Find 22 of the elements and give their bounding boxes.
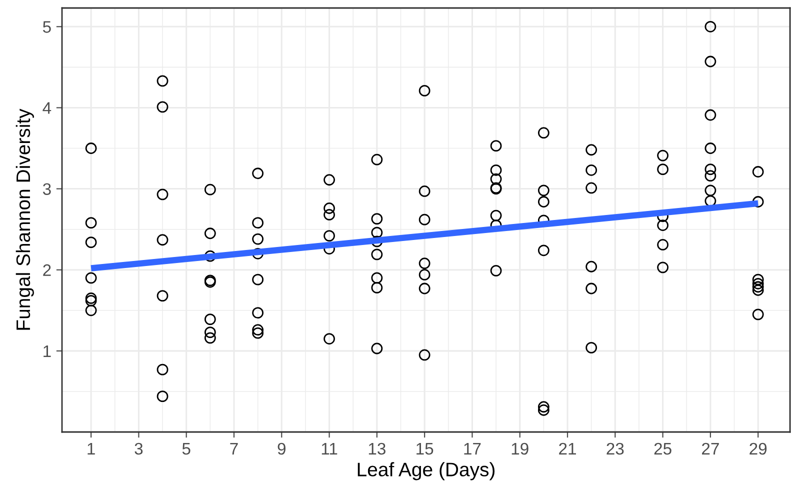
- x-tick-label: 23: [606, 442, 624, 455]
- x-tick-label: 21: [559, 442, 576, 454]
- y-tick-label: 2: [43, 264, 51, 276]
- x-tick-label: 19: [512, 442, 528, 455]
- y-axis-title: Fungal Shannon Diversity: [16, 108, 34, 330]
- y-tick-label: 3: [42, 183, 51, 195]
- x-tick-label: 27: [702, 442, 719, 454]
- x-tick-label: 1: [88, 443, 95, 454]
- x-tick-label: 25: [654, 442, 672, 455]
- x-tick-label: 15: [416, 443, 434, 455]
- x-tick-label: 29: [750, 442, 767, 455]
- y-tick-label: 5: [42, 21, 51, 33]
- x-tick-label: 7: [230, 443, 238, 454]
- y-tick-label: 4: [42, 102, 52, 114]
- x-tick-label: 17: [464, 443, 481, 454]
- x-tick-label: 5: [182, 443, 190, 455]
- x-tick-label: 11: [322, 443, 338, 454]
- x-tick-label: 3: [134, 442, 143, 455]
- y-tick-label: 1: [44, 346, 51, 357]
- x-axis-title: Leaf Age (Days): [358, 462, 495, 480]
- x-tick-label: 9: [278, 442, 286, 455]
- x-tick-label: 13: [368, 442, 386, 455]
